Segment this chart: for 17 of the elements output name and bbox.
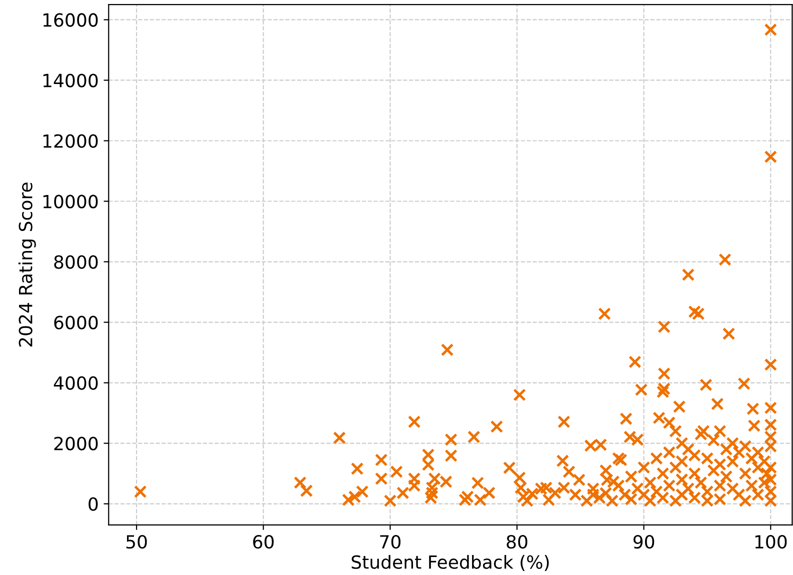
x-tick-label: 80	[506, 535, 528, 549]
y-axis-title: 2024 Rating Score	[18, 182, 36, 347]
x-tick-label: 100	[755, 535, 787, 549]
y-tick-label: 8000	[54, 255, 98, 269]
y-tick-label: 6000	[54, 316, 98, 330]
y-tick-label: 16000	[43, 13, 98, 27]
x-tick-label: 50	[126, 535, 147, 549]
x-tick-label: 70	[380, 535, 400, 549]
y-tick-label: 10000	[43, 194, 98, 208]
y-tick-label: 0	[88, 497, 98, 511]
y-tick-label: 14000	[43, 74, 98, 88]
x-tick-label: 60	[253, 535, 274, 549]
y-tick-label: 12000	[43, 134, 98, 148]
x-tick-label: 90	[633, 535, 654, 549]
y-tick-label: 2000	[54, 436, 98, 450]
x-axis-title: Student Feedback (%)	[352, 554, 549, 572]
y-tick-label: 4000	[54, 376, 98, 390]
